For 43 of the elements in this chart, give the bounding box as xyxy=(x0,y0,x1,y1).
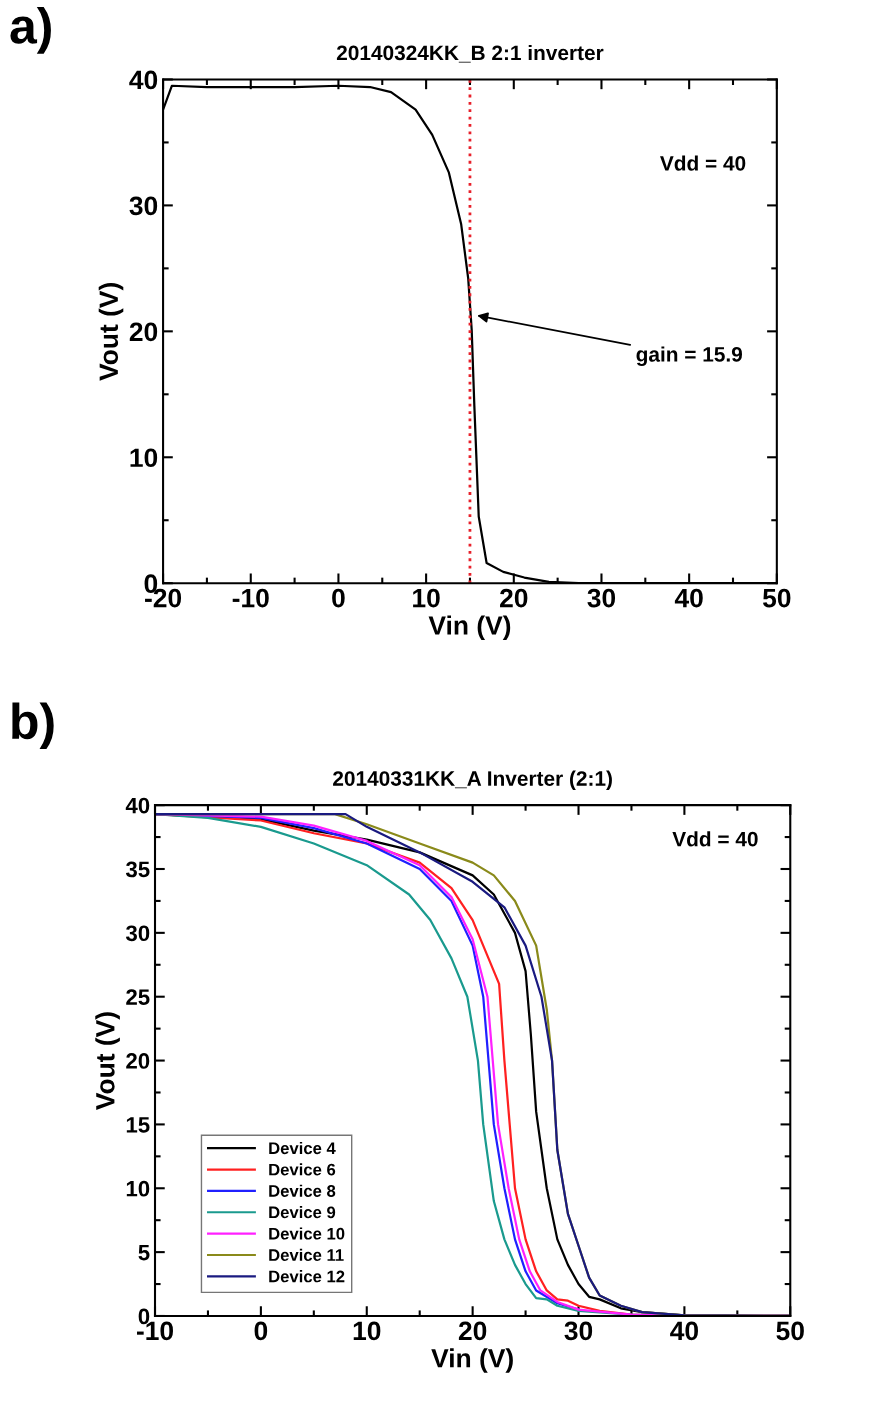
y-tick-label: 5 xyxy=(138,1244,150,1261)
legend-label: Device 9 xyxy=(269,1206,336,1219)
legend-label: Device 4 xyxy=(269,1141,336,1155)
x-tick-label: -10 xyxy=(232,588,269,608)
y-tick-label: 40 xyxy=(129,70,158,90)
legend-label: Device 12 xyxy=(269,1270,345,1283)
y-tick-label: 30 xyxy=(129,196,158,216)
chart-title: 20140324KK_B 2:1 inverter xyxy=(336,44,604,63)
y-tick-label: 30 xyxy=(125,925,150,942)
x-tick-label: 10 xyxy=(353,1321,381,1341)
legend-label: Device 11 xyxy=(269,1248,344,1261)
y-tick-label: 10 xyxy=(130,448,158,468)
y-tick-label: 20 xyxy=(126,1053,150,1069)
x-tick-label: 50 xyxy=(776,1321,804,1341)
x-tick-label: 30 xyxy=(564,1321,593,1341)
x-tick-label: 0 xyxy=(332,588,345,608)
x-tick-label: 30 xyxy=(587,588,616,608)
text: b) xyxy=(12,702,54,750)
y-tick-label: 15 xyxy=(126,1117,150,1133)
y-axis-title: Vout (V) xyxy=(95,1012,120,1110)
x-tick-label: 50 xyxy=(762,588,791,608)
y-tick-label: 35 xyxy=(125,861,150,878)
annotation: Vdd = 40 xyxy=(660,155,746,171)
annotation: Vdd = 40 xyxy=(672,831,758,847)
y-tick-label: 25 xyxy=(126,989,150,1005)
legend-label: Device 8 xyxy=(269,1184,336,1197)
x-tick-label: 20 xyxy=(500,588,528,608)
y-axis-title: Vout (V) xyxy=(98,283,124,381)
chart-title: 20140331KK_A Inverter (2:1) xyxy=(333,770,612,791)
x-tick-label: 0 xyxy=(254,1321,268,1341)
x-tick-label: 40 xyxy=(674,588,703,608)
y-tick-label: 40 xyxy=(125,797,150,814)
x-tick-label: 20 xyxy=(458,1321,487,1341)
x-axis-title: Vin (V) xyxy=(428,615,511,641)
x-tick-label: 10 xyxy=(413,588,440,608)
y-tick-label: 20 xyxy=(129,322,158,342)
x-tick-label: 40 xyxy=(670,1321,698,1341)
annotation: gain = 15.9 xyxy=(636,346,743,366)
legend-label: Device 6 xyxy=(269,1163,336,1176)
y-tick-label: 10 xyxy=(126,1180,150,1197)
x-axis-title: Vin (V) xyxy=(431,1348,513,1373)
text: a) xyxy=(10,7,51,54)
legend-label: Device 10 xyxy=(269,1227,345,1240)
